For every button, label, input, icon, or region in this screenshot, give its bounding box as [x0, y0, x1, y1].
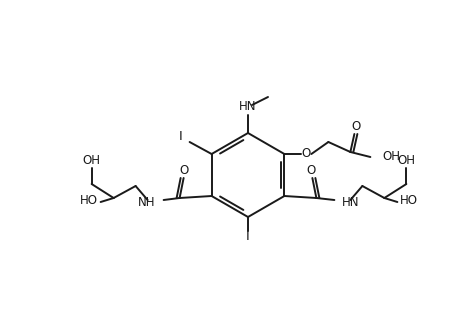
Text: OH: OH: [83, 154, 101, 167]
Text: HN: HN: [341, 196, 359, 208]
Text: OH: OH: [382, 150, 400, 164]
Text: O: O: [351, 121, 360, 133]
Text: I: I: [246, 230, 249, 243]
Text: O: O: [306, 165, 315, 177]
Text: O: O: [179, 165, 188, 177]
Text: NH: NH: [138, 196, 155, 208]
Text: HO: HO: [79, 193, 97, 207]
Text: OH: OH: [396, 154, 414, 167]
Text: I: I: [179, 131, 182, 143]
Text: O: O: [301, 148, 310, 160]
Text: HN: HN: [239, 100, 256, 113]
Text: HO: HO: [400, 194, 418, 208]
